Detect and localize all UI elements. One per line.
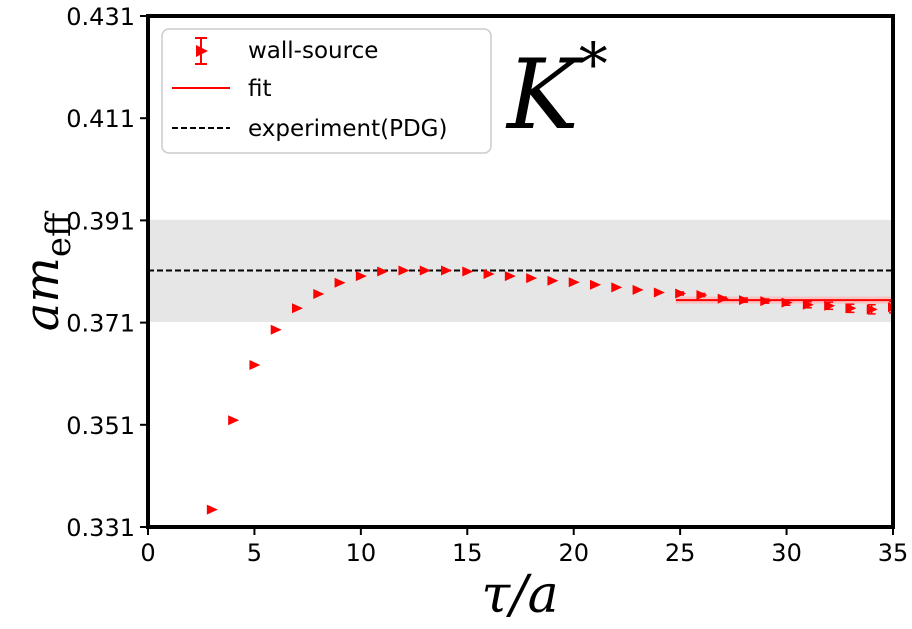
legend-label-wall-source: wall-source — [248, 38, 378, 64]
data-point — [632, 284, 644, 295]
data-marker — [845, 303, 857, 314]
y-tick-label: 0.351 — [66, 412, 135, 440]
data-point — [249, 360, 261, 371]
data-point — [696, 290, 708, 301]
y-axis-label-main: am — [14, 257, 70, 331]
data-marker — [228, 415, 240, 426]
y-axis-label: ameff — [14, 210, 79, 331]
data-marker — [653, 287, 665, 298]
data-marker — [462, 266, 474, 277]
legend-label-experiment: experiment(PDG) — [248, 116, 447, 142]
data-marker — [292, 303, 303, 314]
y-tick-label: 0.331 — [66, 514, 135, 542]
data-point — [547, 275, 559, 286]
data-marker — [866, 304, 878, 315]
data-point — [611, 282, 623, 293]
data-point — [228, 415, 240, 426]
legend-frame — [161, 28, 492, 154]
data-marker — [717, 293, 729, 304]
data-point — [568, 277, 580, 288]
data-marker — [781, 297, 793, 308]
x-tick-label: 35 — [878, 539, 909, 567]
svg-text:ameff: ameff — [14, 210, 79, 331]
y-tick-label: 0.431 — [66, 3, 135, 31]
data-marker — [313, 288, 325, 299]
data-marker — [270, 324, 282, 335]
data-point — [739, 295, 750, 306]
data-marker — [632, 284, 644, 295]
x-tick-label: 10 — [346, 539, 377, 567]
x-tick-label: 20 — [558, 539, 589, 567]
x-tick-label: 15 — [452, 539, 483, 567]
data-point — [802, 299, 814, 310]
data-marker — [504, 271, 516, 282]
data-point — [462, 266, 474, 277]
data-marker — [696, 290, 708, 301]
data-point — [441, 265, 452, 276]
data-marker — [398, 265, 410, 276]
data-point — [483, 269, 495, 280]
data-point — [653, 287, 665, 298]
data-point — [504, 271, 516, 282]
y-tick-label: 0.411 — [66, 105, 135, 133]
data-point — [675, 288, 687, 299]
data-point — [419, 265, 431, 276]
data-point — [355, 271, 367, 282]
data-marker — [334, 277, 346, 288]
data-marker — [377, 266, 389, 277]
data-point — [824, 300, 836, 311]
data-marker — [249, 360, 261, 371]
data-marker — [441, 265, 452, 276]
particle-label-base: K — [505, 39, 584, 151]
y-tick-label: 0.391 — [66, 207, 135, 235]
data-marker — [568, 277, 580, 288]
data-marker — [675, 288, 687, 299]
data-marker — [760, 296, 772, 307]
data-point — [590, 279, 601, 290]
legend: wall-source fit experiment(PDG) — [161, 28, 492, 154]
x-tick-label: 5 — [247, 539, 262, 567]
data-point — [845, 303, 857, 314]
data-marker — [355, 271, 367, 282]
data-marker — [419, 265, 431, 276]
axes-frame — [146, 14, 895, 529]
data-marker — [547, 275, 559, 286]
data-point — [270, 324, 282, 335]
data-point — [206, 504, 218, 515]
data-point — [760, 296, 772, 307]
data-point — [313, 288, 325, 299]
legend-label-fit: fit — [248, 76, 272, 102]
data-point — [717, 293, 729, 304]
x-tick-label: 30 — [771, 539, 802, 567]
x-tick-label: 0 — [140, 539, 155, 567]
data-point — [292, 303, 303, 314]
data-marker — [590, 279, 601, 290]
data-marker — [739, 295, 750, 306]
data-marker — [206, 504, 218, 515]
legend-marker-wall-source — [195, 37, 208, 65]
data-point — [334, 277, 346, 288]
data-point — [398, 265, 410, 276]
data-marker — [483, 269, 495, 280]
data-marker — [802, 299, 814, 310]
y-tick-label: 0.371 — [66, 310, 135, 338]
x-tick-label: 25 — [665, 539, 696, 567]
data-point — [781, 297, 793, 308]
particle-label: K* — [505, 30, 608, 151]
axes: 0 5 10 15 20 25 30 35 0.331 0.351 0.371 0.391 0.411 0… — [66, 3, 908, 567]
data-marker — [824, 300, 836, 311]
data-point — [377, 266, 389, 277]
data-point — [866, 303, 878, 315]
y-axis-label-subscript: eff — [39, 210, 79, 257]
data-point — [526, 273, 538, 284]
particle-label-superscript: * — [579, 30, 608, 98]
x-axis-label: τ/a — [481, 565, 558, 625]
plot-area — [148, 219, 893, 515]
data-marker — [526, 273, 538, 284]
data-marker — [611, 282, 623, 293]
